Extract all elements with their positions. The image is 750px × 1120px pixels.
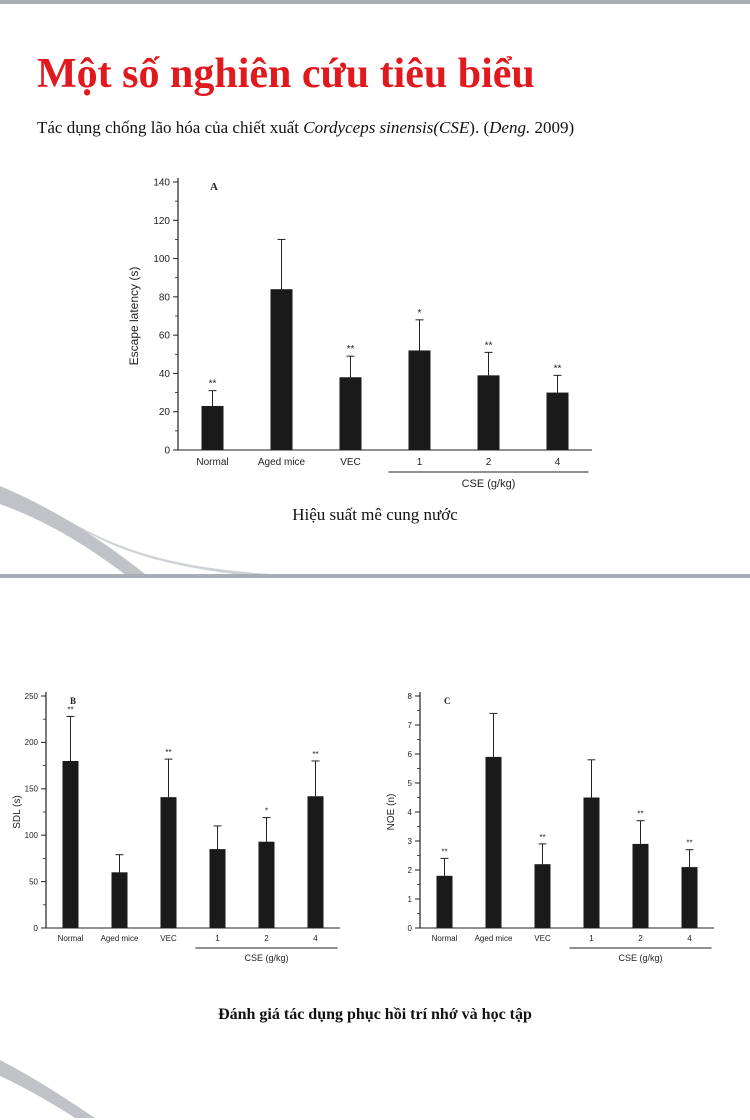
bar <box>681 867 698 928</box>
significance-marker: ** <box>67 705 73 714</box>
y-tick-label: 2 <box>408 866 413 875</box>
x-tick-label: Normal <box>196 457 228 468</box>
caption-memory-assessment: Đánh giá tác dụng phục hồi trí nhớ và họ… <box>218 1006 532 1023</box>
bar <box>160 797 177 928</box>
bar <box>534 864 551 928</box>
significance-marker: ** <box>539 833 545 842</box>
slide-title: Một số nghiên cứu tiêu biểu <box>37 51 535 97</box>
bar <box>477 375 500 450</box>
y-tick-label: 0 <box>164 446 170 457</box>
bar <box>583 797 600 928</box>
subtitle-mid: ). ( <box>469 118 490 137</box>
group-label: CSE (g/kg) <box>244 953 288 963</box>
significance-marker: ** <box>686 839 692 848</box>
x-tick-label: VEC <box>160 934 177 943</box>
significance-marker: ** <box>165 748 171 757</box>
bar <box>209 849 226 928</box>
x-tick-label: 1 <box>215 934 220 943</box>
y-axis-label: Escape latency (s) <box>127 267 141 366</box>
x-tick-label: 2 <box>638 934 643 943</box>
panel-label: A <box>210 181 218 193</box>
significance-marker: * <box>418 308 422 319</box>
x-tick-label: VEC <box>340 457 361 468</box>
x-tick-label: VEC <box>534 934 551 943</box>
bar <box>546 392 569 450</box>
bar <box>436 875 453 928</box>
x-tick-label: 1 <box>417 457 423 468</box>
bar <box>485 756 502 928</box>
y-tick-label: 1 <box>408 895 413 904</box>
x-tick-label: 1 <box>589 934 594 943</box>
y-tick-label: 50 <box>29 877 38 886</box>
y-tick-label: 100 <box>153 254 170 265</box>
significance-marker: ** <box>554 363 562 374</box>
panel-label: B <box>70 696 76 706</box>
x-tick-label: 4 <box>687 934 692 943</box>
significance-marker: ** <box>637 810 643 819</box>
significance-marker: ** <box>209 379 217 390</box>
significance-marker: ** <box>347 344 355 355</box>
subtitle-year: 2009) <box>530 118 575 137</box>
bar <box>408 350 431 450</box>
caption-water-maze: Hiệu suất mê cung nước <box>292 505 458 524</box>
bar <box>62 760 79 928</box>
bar <box>201 405 224 450</box>
y-axis-label: NOE (n) <box>386 794 397 831</box>
y-tick-label: 7 <box>408 721 413 730</box>
group-label: CSE (g/kg) <box>462 478 516 490</box>
middle-divider <box>0 574 750 578</box>
y-tick-label: 150 <box>25 785 39 794</box>
x-tick-label: Normal <box>58 934 84 943</box>
x-tick-label: Normal <box>432 934 458 943</box>
y-tick-label: 6 <box>408 750 413 759</box>
y-tick-label: 8 <box>408 692 413 701</box>
bar <box>307 796 324 928</box>
bar <box>111 872 128 928</box>
subtitle-species: Cordyceps sinensis(CSE <box>303 118 470 137</box>
significance-marker: ** <box>485 340 493 351</box>
y-axis-label: SDL (s) <box>12 795 23 829</box>
y-tick-label: 120 <box>153 216 170 227</box>
x-tick-label: Aged mice <box>475 934 513 943</box>
y-tick-label: 0 <box>408 924 413 933</box>
y-tick-label: 40 <box>159 369 171 380</box>
y-tick-label: 5 <box>408 779 413 788</box>
bar <box>339 377 362 450</box>
top-divider <box>0 0 750 4</box>
significance-marker: * <box>265 807 268 816</box>
decorative-swoosh <box>0 1060 95 1118</box>
x-tick-label: Aged mice <box>101 934 139 943</box>
bar <box>258 841 275 928</box>
y-tick-label: 0 <box>34 924 39 933</box>
chart-escape-latency: 0 20 40 60 80 100 120 140 Escape latency (s) A ** N… <box>127 178 592 490</box>
bar <box>632 843 649 928</box>
bar <box>270 289 293 450</box>
significance-marker: ** <box>441 847 447 856</box>
chart-noe: 0 1 2 3 4 5 6 7 8 NOE (n) C ** Normal Aged mice ** VEC 1… <box>386 692 714 963</box>
y-tick-label: 80 <box>159 292 171 303</box>
y-tick-label: 60 <box>159 331 171 342</box>
y-tick-label: 140 <box>153 178 170 189</box>
panel-label: C <box>444 696 451 706</box>
x-tick-label: 2 <box>486 457 492 468</box>
subtitle-prefix: Tác dụng chống lão hóa của chiết xuất <box>37 118 304 137</box>
slide-subtitle: Tác dụng chống lão hóa của chiết xuất Co… <box>37 118 574 138</box>
x-tick-label: Aged mice <box>258 457 306 468</box>
group-label: CSE (g/kg) <box>618 953 662 963</box>
x-tick-label: 4 <box>555 457 561 468</box>
y-tick-label: 20 <box>159 407 171 418</box>
y-tick-label: 250 <box>25 692 39 701</box>
y-tick-label: 4 <box>408 808 413 817</box>
subtitle-author: Deng. <box>489 118 531 137</box>
x-tick-label: 2 <box>264 934 269 943</box>
decorative-swoosh <box>0 486 270 578</box>
y-tick-label: 100 <box>25 831 39 840</box>
y-tick-label: 200 <box>25 738 39 747</box>
x-tick-label: 4 <box>313 934 318 943</box>
y-tick-label: 3 <box>408 837 413 846</box>
significance-marker: ** <box>312 750 318 759</box>
